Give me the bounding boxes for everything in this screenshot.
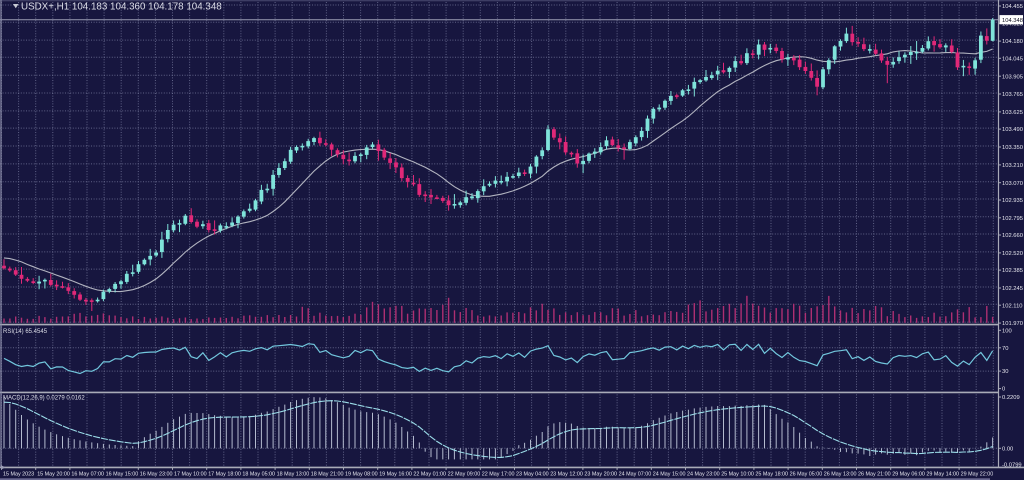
svg-text:103.625: 103.625 — [1002, 110, 1023, 116]
svg-text:26 May 05:00: 26 May 05:00 — [790, 471, 823, 477]
svg-text:25 May 18:00: 25 May 18:00 — [755, 471, 788, 477]
svg-text:102.520: 102.520 — [1002, 251, 1023, 257]
svg-text:25 May 10:00: 25 May 10:00 — [721, 471, 754, 477]
svg-text:104.455: 104.455 — [1002, 4, 1023, 10]
svg-text:29 May 06:00: 29 May 06:00 — [892, 471, 925, 477]
svg-text:100: 100 — [1002, 328, 1012, 334]
svg-text:23 May 04:00: 23 May 04:00 — [516, 471, 549, 477]
svg-text:RSI(14) 65.4545: RSI(14) 65.4545 — [3, 329, 48, 335]
svg-text:0.00: 0.00 — [1002, 446, 1013, 452]
svg-text:USDX+,H1 104.183 104.360 104.1: USDX+,H1 104.183 104.360 104.178 104.348 — [21, 1, 222, 12]
svg-text:-0.0799: -0.0799 — [1002, 463, 1022, 469]
svg-text:104.045: 104.045 — [1002, 56, 1023, 62]
svg-text:17 May 10:00: 17 May 10:00 — [174, 471, 207, 477]
svg-text:18 May 13:00: 18 May 13:00 — [277, 471, 310, 477]
svg-text:23 May 20:00: 23 May 20:00 — [584, 471, 617, 477]
svg-text:22 May 01:00: 22 May 01:00 — [413, 471, 446, 477]
svg-text:16 May 23:00: 16 May 23:00 — [140, 471, 173, 477]
svg-text:22 May 09:00: 22 May 09:00 — [448, 471, 481, 477]
svg-text:19 May 16:00: 19 May 16:00 — [379, 471, 412, 477]
svg-text:16 May 15:00: 16 May 15:00 — [106, 471, 139, 477]
svg-text:102.110: 102.110 — [1002, 303, 1023, 309]
svg-text:102.795: 102.795 — [1002, 216, 1023, 222]
svg-text:15 May 20:00: 15 May 20:00 — [37, 471, 70, 477]
svg-text:15 May 2023: 15 May 2023 — [3, 471, 34, 477]
svg-text:103.350: 103.350 — [1002, 145, 1023, 151]
svg-text:0: 0 — [1002, 387, 1005, 393]
svg-text:29 May 22:00: 29 May 22:00 — [961, 471, 994, 477]
svg-text:103.070: 103.070 — [1002, 181, 1023, 187]
svg-text:30: 30 — [1002, 369, 1008, 375]
svg-text:16 May 07:00: 16 May 07:00 — [71, 471, 104, 477]
svg-text:104.348: 104.348 — [1002, 18, 1023, 24]
svg-text:18 May 21:00: 18 May 21:00 — [311, 471, 344, 477]
svg-text:24 May 07:00: 24 May 07:00 — [619, 471, 652, 477]
svg-text:18 May 05:00: 18 May 05:00 — [242, 471, 275, 477]
svg-text:102.385: 102.385 — [1002, 268, 1023, 274]
svg-text:103.210: 103.210 — [1002, 163, 1023, 169]
svg-text:102.660: 102.660 — [1002, 233, 1023, 239]
svg-text:103.490: 103.490 — [1002, 127, 1023, 133]
svg-text:102.245: 102.245 — [1002, 286, 1023, 292]
svg-text:26 May 21:00: 26 May 21:00 — [858, 471, 891, 477]
svg-text:24 May 23:00: 24 May 23:00 — [687, 471, 720, 477]
svg-text:102.935: 102.935 — [1002, 198, 1023, 204]
svg-text:24 May 15:00: 24 May 15:00 — [653, 471, 686, 477]
svg-text:103.765: 103.765 — [1002, 92, 1023, 98]
svg-text:103.905: 103.905 — [1002, 74, 1023, 80]
svg-text:MACD(12,26,9) 0.0279 0.0162: MACD(12,26,9) 0.0279 0.0162 — [3, 396, 85, 402]
svg-text:26 May 13:00: 26 May 13:00 — [824, 471, 857, 477]
svg-text:70: 70 — [1002, 346, 1008, 352]
svg-text:22 May 17:00: 22 May 17:00 — [482, 471, 515, 477]
svg-text:101.970: 101.970 — [1002, 321, 1023, 327]
svg-text:19 May 08:00: 19 May 08:00 — [345, 471, 378, 477]
svg-text:23 May 12:00: 23 May 12:00 — [550, 471, 583, 477]
svg-text:17 May 18:00: 17 May 18:00 — [208, 471, 241, 477]
svg-text:104.180: 104.180 — [1002, 39, 1023, 45]
svg-text:0.2209: 0.2209 — [1002, 395, 1020, 401]
svg-text:29 May 14:00: 29 May 14:00 — [926, 471, 959, 477]
